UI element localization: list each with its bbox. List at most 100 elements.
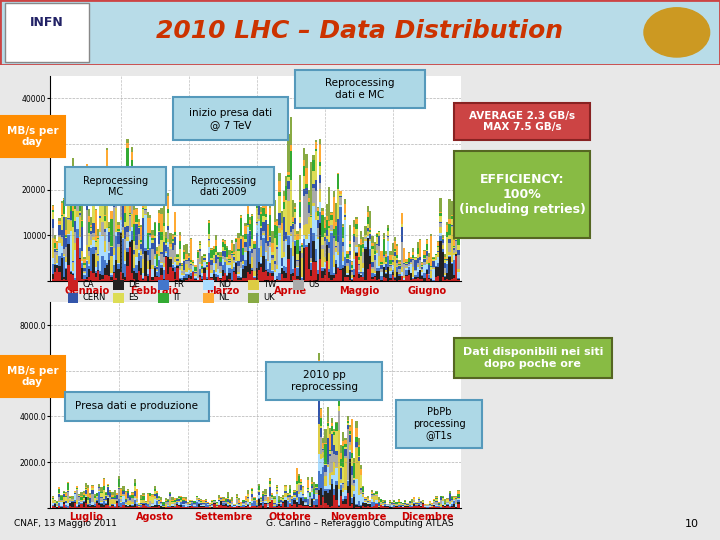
Bar — [284, 500, 287, 507]
Bar — [283, 252, 285, 257]
Bar — [276, 507, 278, 508]
Bar — [161, 254, 163, 262]
Bar — [131, 240, 133, 273]
Bar — [81, 504, 83, 508]
Bar — [265, 259, 267, 271]
Bar — [360, 490, 362, 494]
Bar — [120, 233, 122, 273]
Bar — [179, 241, 181, 249]
Bar — [267, 272, 269, 276]
Bar — [176, 266, 179, 268]
Bar — [276, 505, 278, 507]
Bar — [185, 244, 188, 254]
Bar — [174, 501, 176, 502]
Bar — [260, 257, 262, 263]
Bar — [302, 494, 305, 495]
Bar — [171, 504, 174, 505]
Bar — [453, 260, 455, 275]
Bar — [455, 229, 457, 231]
Bar — [457, 497, 459, 498]
Bar — [131, 495, 134, 498]
Bar — [158, 256, 161, 260]
Bar — [71, 507, 73, 508]
Bar — [249, 504, 251, 505]
Bar — [131, 170, 133, 203]
Bar — [358, 260, 360, 265]
Text: UK: UK — [264, 293, 275, 302]
FancyBboxPatch shape — [454, 151, 590, 238]
Bar — [358, 269, 360, 271]
Bar — [374, 255, 376, 260]
Bar — [145, 204, 147, 209]
Bar — [109, 507, 112, 508]
Bar — [412, 255, 414, 258]
Bar — [401, 227, 403, 242]
Bar — [118, 487, 120, 488]
Bar — [167, 502, 169, 505]
Bar — [85, 488, 87, 489]
Bar — [194, 278, 197, 279]
Bar — [302, 506, 305, 508]
Bar — [420, 503, 422, 504]
Bar — [441, 235, 444, 239]
Bar — [86, 260, 88, 276]
Bar — [307, 491, 309, 492]
Bar — [389, 504, 391, 505]
Bar — [293, 497, 295, 500]
Bar — [327, 489, 329, 493]
Bar — [182, 498, 184, 500]
Bar — [433, 261, 435, 267]
Bar — [238, 274, 240, 276]
Bar — [238, 505, 240, 507]
Bar — [161, 506, 163, 508]
Bar — [317, 216, 319, 220]
Bar — [63, 502, 65, 504]
Bar — [364, 237, 366, 239]
Bar — [156, 247, 158, 251]
Bar — [398, 266, 401, 269]
Bar — [408, 267, 410, 270]
Bar — [271, 273, 274, 276]
Bar — [390, 264, 392, 265]
Bar — [374, 274, 376, 276]
Bar — [208, 221, 210, 222]
Bar — [72, 158, 74, 202]
Bar — [156, 278, 158, 281]
Bar — [446, 502, 449, 503]
Bar — [143, 259, 145, 273]
Bar — [419, 260, 421, 268]
Bar — [86, 166, 88, 192]
Bar — [165, 256, 167, 258]
Bar — [256, 208, 258, 222]
Bar — [285, 233, 287, 239]
Bar — [457, 221, 459, 226]
Bar — [127, 498, 129, 501]
Bar — [311, 477, 313, 482]
Bar — [185, 259, 188, 260]
Bar — [135, 265, 138, 273]
Bar — [260, 503, 262, 505]
Bar — [78, 501, 81, 502]
Bar — [330, 275, 333, 280]
Bar — [147, 255, 149, 261]
Bar — [453, 247, 455, 248]
Bar — [372, 236, 374, 242]
Bar — [67, 503, 69, 505]
Bar — [337, 189, 340, 219]
Bar — [91, 505, 94, 508]
Bar — [169, 248, 171, 257]
Bar — [153, 276, 156, 281]
Bar — [78, 201, 81, 211]
Bar — [190, 264, 192, 265]
Bar — [117, 229, 120, 231]
Bar — [222, 251, 224, 256]
Bar — [428, 265, 430, 274]
Bar — [56, 503, 58, 504]
Bar — [338, 489, 340, 505]
Bar — [289, 234, 292, 236]
Bar — [90, 248, 92, 271]
Bar — [303, 188, 305, 195]
Bar — [377, 503, 380, 507]
Bar — [418, 507, 420, 508]
Bar — [364, 497, 366, 498]
